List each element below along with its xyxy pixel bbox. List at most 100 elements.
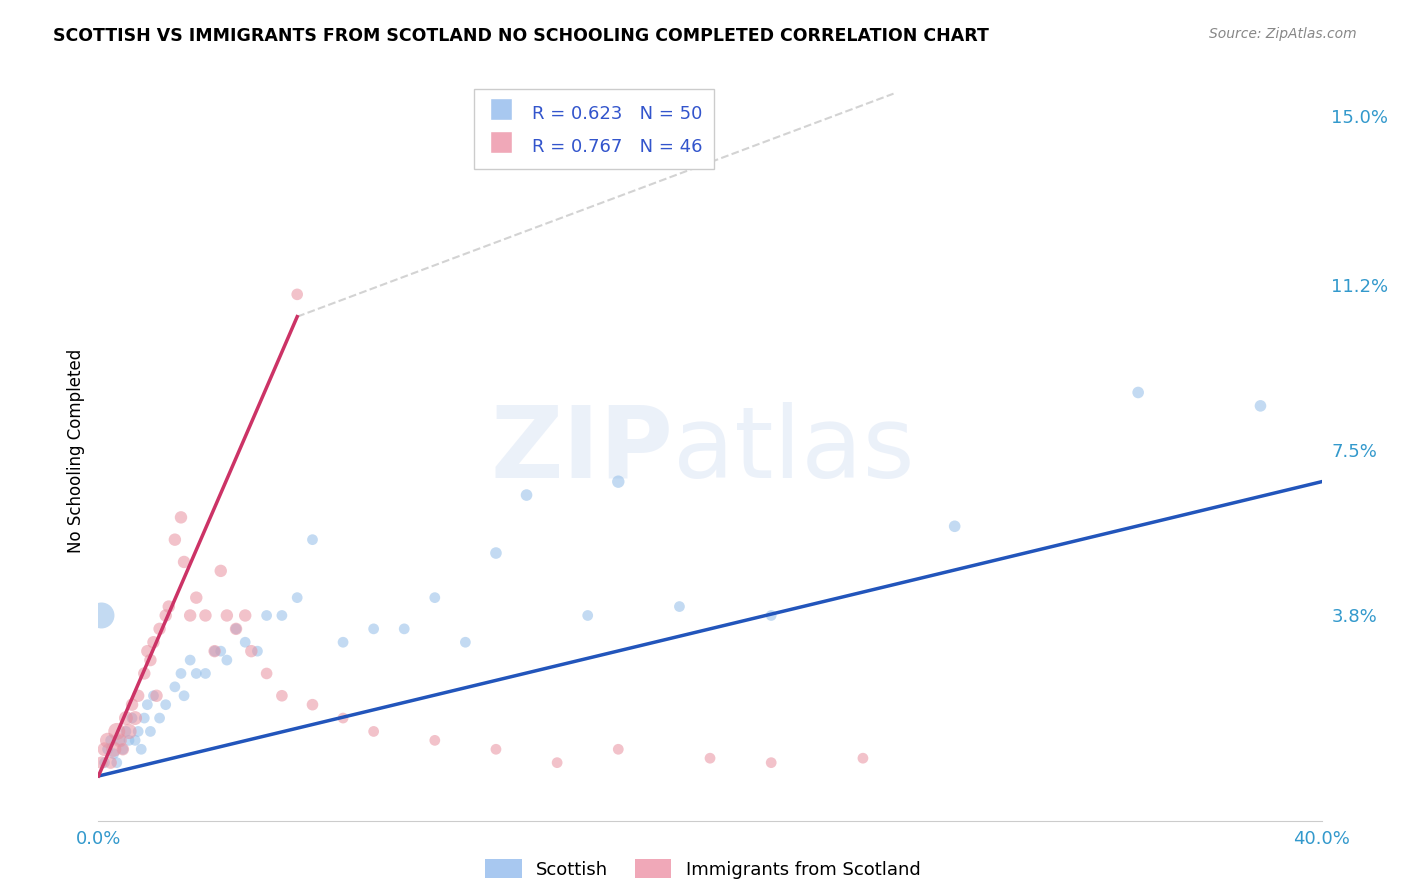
Point bbox=[485, 546, 508, 560]
Point bbox=[215, 608, 238, 623]
Point bbox=[209, 644, 232, 658]
Point bbox=[173, 555, 195, 569]
Point bbox=[516, 488, 538, 502]
Point bbox=[124, 711, 146, 725]
Point bbox=[103, 742, 125, 756]
Point bbox=[163, 680, 186, 694]
Point bbox=[485, 742, 508, 756]
Point bbox=[576, 608, 599, 623]
Point bbox=[108, 733, 131, 747]
Point bbox=[139, 653, 162, 667]
Point bbox=[127, 689, 149, 703]
Point bbox=[246, 644, 269, 658]
Point bbox=[270, 608, 292, 623]
Point bbox=[392, 622, 416, 636]
Point bbox=[194, 666, 217, 681]
Point bbox=[546, 756, 568, 770]
Point bbox=[215, 653, 238, 667]
Point bbox=[100, 756, 122, 770]
Text: SCOTTISH VS IMMIGRANTS FROM SCOTLAND NO SCHOOLING COMPLETED CORRELATION CHART: SCOTTISH VS IMMIGRANTS FROM SCOTLAND NO … bbox=[53, 27, 990, 45]
Point bbox=[668, 599, 690, 614]
Point bbox=[121, 698, 143, 712]
Point bbox=[423, 733, 446, 747]
Point bbox=[607, 742, 630, 756]
Legend: R = 0.623   N = 50, R = 0.767   N = 46: R = 0.623 N = 50, R = 0.767 N = 46 bbox=[474, 89, 713, 169]
Point bbox=[759, 608, 782, 623]
Text: ZIP: ZIP bbox=[491, 402, 673, 499]
Point bbox=[124, 733, 146, 747]
Point bbox=[363, 622, 385, 636]
Point bbox=[173, 689, 195, 703]
Point bbox=[93, 742, 115, 756]
Point bbox=[111, 742, 134, 756]
Text: Source: ZipAtlas.com: Source: ZipAtlas.com bbox=[1209, 27, 1357, 41]
Point bbox=[149, 622, 172, 636]
Point bbox=[115, 711, 138, 725]
Point bbox=[179, 653, 201, 667]
Point bbox=[256, 608, 278, 623]
Point bbox=[204, 644, 226, 658]
Point bbox=[301, 698, 323, 712]
Point bbox=[139, 724, 162, 739]
Point bbox=[108, 733, 131, 747]
Point bbox=[1128, 385, 1150, 400]
Point bbox=[129, 742, 152, 756]
Point bbox=[233, 635, 256, 649]
Point bbox=[90, 608, 112, 623]
Point bbox=[93, 756, 115, 770]
Point bbox=[607, 475, 630, 489]
Point bbox=[97, 742, 120, 756]
Point bbox=[97, 733, 120, 747]
Point bbox=[225, 622, 247, 636]
Point bbox=[186, 666, 208, 681]
Point bbox=[134, 666, 156, 681]
Legend: Scottish, Immigrants from Scotland: Scottish, Immigrants from Scotland bbox=[485, 859, 921, 879]
Point bbox=[127, 724, 149, 739]
Point bbox=[699, 751, 721, 765]
Point bbox=[118, 724, 141, 739]
Point bbox=[111, 742, 134, 756]
Text: atlas: atlas bbox=[673, 402, 915, 499]
Point bbox=[233, 608, 256, 623]
Point bbox=[225, 622, 247, 636]
Point bbox=[256, 666, 278, 681]
Point bbox=[332, 711, 354, 725]
Point bbox=[155, 608, 177, 623]
Point bbox=[759, 756, 782, 770]
Point bbox=[943, 519, 966, 533]
Point bbox=[454, 635, 477, 649]
Point bbox=[194, 608, 217, 623]
Point bbox=[240, 644, 263, 658]
Point bbox=[186, 591, 208, 605]
Point bbox=[103, 747, 125, 761]
Point bbox=[852, 751, 875, 765]
Point bbox=[118, 733, 141, 747]
Point bbox=[179, 608, 201, 623]
Point bbox=[157, 599, 180, 614]
Point bbox=[285, 591, 308, 605]
Point bbox=[134, 711, 156, 725]
Point bbox=[1249, 399, 1271, 413]
Point bbox=[115, 724, 138, 739]
Point bbox=[209, 564, 232, 578]
Point bbox=[155, 698, 177, 712]
Point bbox=[142, 689, 165, 703]
Y-axis label: No Schooling Completed: No Schooling Completed bbox=[66, 349, 84, 552]
Point bbox=[105, 724, 128, 739]
Point bbox=[90, 756, 112, 770]
Point bbox=[136, 698, 159, 712]
Point bbox=[142, 635, 165, 649]
Point bbox=[285, 287, 308, 301]
Point bbox=[332, 635, 354, 649]
Point bbox=[170, 510, 193, 524]
Point bbox=[170, 666, 193, 681]
Point bbox=[270, 689, 292, 703]
Point bbox=[145, 689, 167, 703]
Point bbox=[100, 733, 122, 747]
Point bbox=[423, 591, 446, 605]
Point bbox=[163, 533, 186, 547]
Point bbox=[136, 644, 159, 658]
Point bbox=[301, 533, 323, 547]
Point bbox=[363, 724, 385, 739]
Point bbox=[204, 644, 226, 658]
